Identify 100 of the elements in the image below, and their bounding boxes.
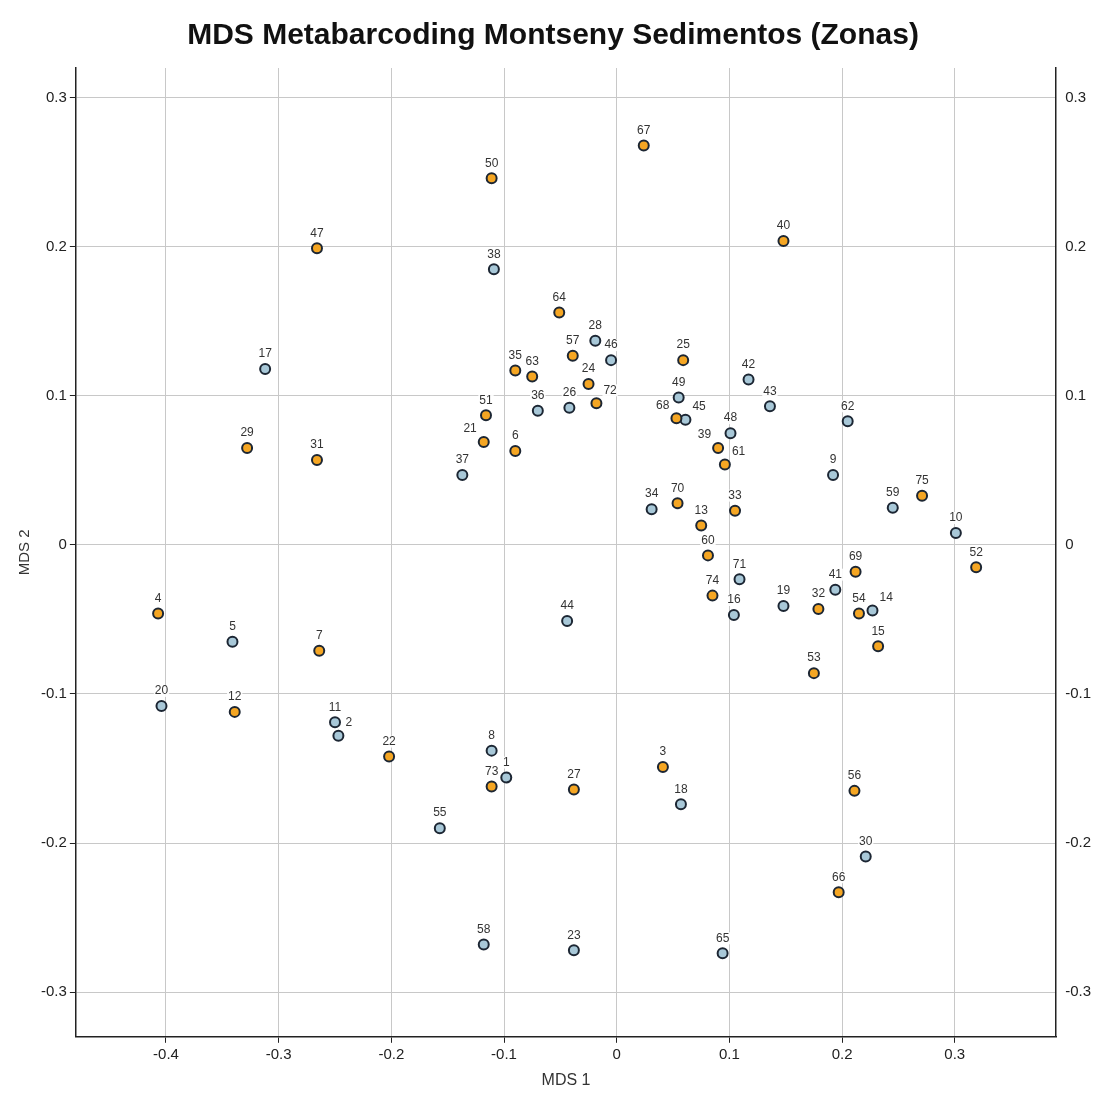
annotation: 74: [705, 572, 720, 587]
annotation: 65: [715, 930, 730, 945]
x-axis-title: MDS 1: [541, 1070, 591, 1088]
point: [859, 850, 872, 863]
y2-tick-label: 0.2: [1065, 237, 1087, 254]
y2-tick-label: -0.1: [1065, 684, 1092, 702]
annotation: 25: [676, 337, 691, 352]
point: [561, 614, 574, 627]
x-tick-label: 0.3: [944, 1044, 966, 1062]
point: [383, 750, 396, 763]
point: [637, 139, 650, 152]
point: [152, 607, 165, 620]
point: [567, 944, 580, 957]
annotation: 63: [525, 353, 540, 368]
y2-tick-label: 0.1: [1065, 386, 1087, 404]
annotation: 1: [502, 754, 510, 769]
annotation: 72: [603, 382, 618, 397]
annotation: 58: [477, 921, 491, 936]
point: [701, 549, 714, 562]
annotation: 73: [484, 763, 499, 778]
annotation: 17: [258, 346, 273, 361]
annotation: 4: [154, 590, 162, 605]
annotation: 13: [694, 502, 709, 517]
annotation: 59: [886, 485, 900, 499]
annotation: 21: [463, 421, 478, 436]
point: [485, 172, 498, 185]
annotation: 33: [728, 487, 743, 502]
annotation: 16: [727, 592, 741, 607]
point: [832, 886, 845, 899]
annotation: 43: [763, 383, 777, 398]
point: [674, 798, 687, 811]
x-tick-label: 0.1: [718, 1044, 740, 1062]
x-tick-label: -0.3: [265, 1044, 292, 1062]
point: [590, 397, 603, 410]
annotation: 34: [644, 486, 659, 501]
point: [672, 391, 685, 404]
annotation: 68: [656, 397, 670, 412]
annotation: 7: [315, 628, 323, 643]
annotation: 11: [328, 699, 342, 714]
point: [729, 504, 742, 517]
y-tick-label: 0: [58, 535, 67, 553]
y2-tick-label: -0.3: [1065, 982, 1092, 1000]
point: [605, 354, 618, 367]
point: [313, 644, 326, 657]
annotation: 66: [832, 869, 846, 884]
point: [970, 561, 983, 574]
point: [695, 519, 708, 532]
y-tick-label: -0.1: [40, 684, 67, 702]
point: [718, 458, 731, 471]
annotation: 61: [731, 443, 746, 458]
annotation: 44: [560, 598, 575, 613]
annotation: 6: [511, 428, 519, 443]
point: [827, 468, 840, 481]
annotation: 42: [741, 356, 756, 371]
annotation: 26: [562, 385, 577, 400]
point: [671, 497, 684, 510]
point: [949, 527, 962, 540]
point: [777, 234, 790, 247]
annotation: 69: [848, 549, 863, 564]
y-tick-label: 0.2: [45, 237, 67, 254]
annotation: 55: [433, 805, 447, 820]
annotation: 45: [692, 399, 707, 414]
point: [485, 780, 498, 793]
point: [480, 409, 492, 422]
annotation: 64: [552, 289, 567, 304]
annotation: 22: [382, 733, 397, 748]
point: [807, 667, 820, 680]
point: [433, 822, 446, 835]
annotation: 46: [604, 337, 619, 352]
annotation: 35: [508, 347, 523, 362]
point: [259, 363, 272, 376]
point: [742, 373, 755, 386]
x-tick-label: 0: [612, 1044, 621, 1062]
annotation: 31: [310, 437, 324, 452]
annotation: 56: [847, 768, 862, 783]
point: [531, 404, 544, 417]
annotation: 50: [484, 155, 499, 170]
annotation: 12: [228, 689, 242, 704]
point: [852, 607, 865, 620]
annotation: 2: [345, 715, 353, 730]
annotation: 41: [828, 566, 843, 581]
chart-title: MDS Metabarcoding Montseny Sedimentos (Zonas): [187, 17, 919, 51]
point: [241, 442, 254, 455]
annotation: 32: [811, 586, 826, 601]
point: [310, 242, 323, 255]
point: [716, 947, 729, 960]
point: [500, 771, 513, 784]
annotation: 57: [566, 332, 580, 347]
point: [509, 364, 522, 377]
y-tick-label: -0.2: [40, 833, 67, 851]
point: [727, 609, 740, 621]
point: [526, 370, 539, 383]
y-tick-label: -0.3: [40, 982, 67, 1000]
annotation: 18: [674, 781, 688, 796]
annotation: 29: [240, 425, 255, 440]
annotation: 5: [229, 619, 237, 634]
point: [812, 603, 825, 616]
point: [777, 600, 790, 613]
annotation: 19: [776, 583, 791, 598]
point: [656, 761, 669, 774]
